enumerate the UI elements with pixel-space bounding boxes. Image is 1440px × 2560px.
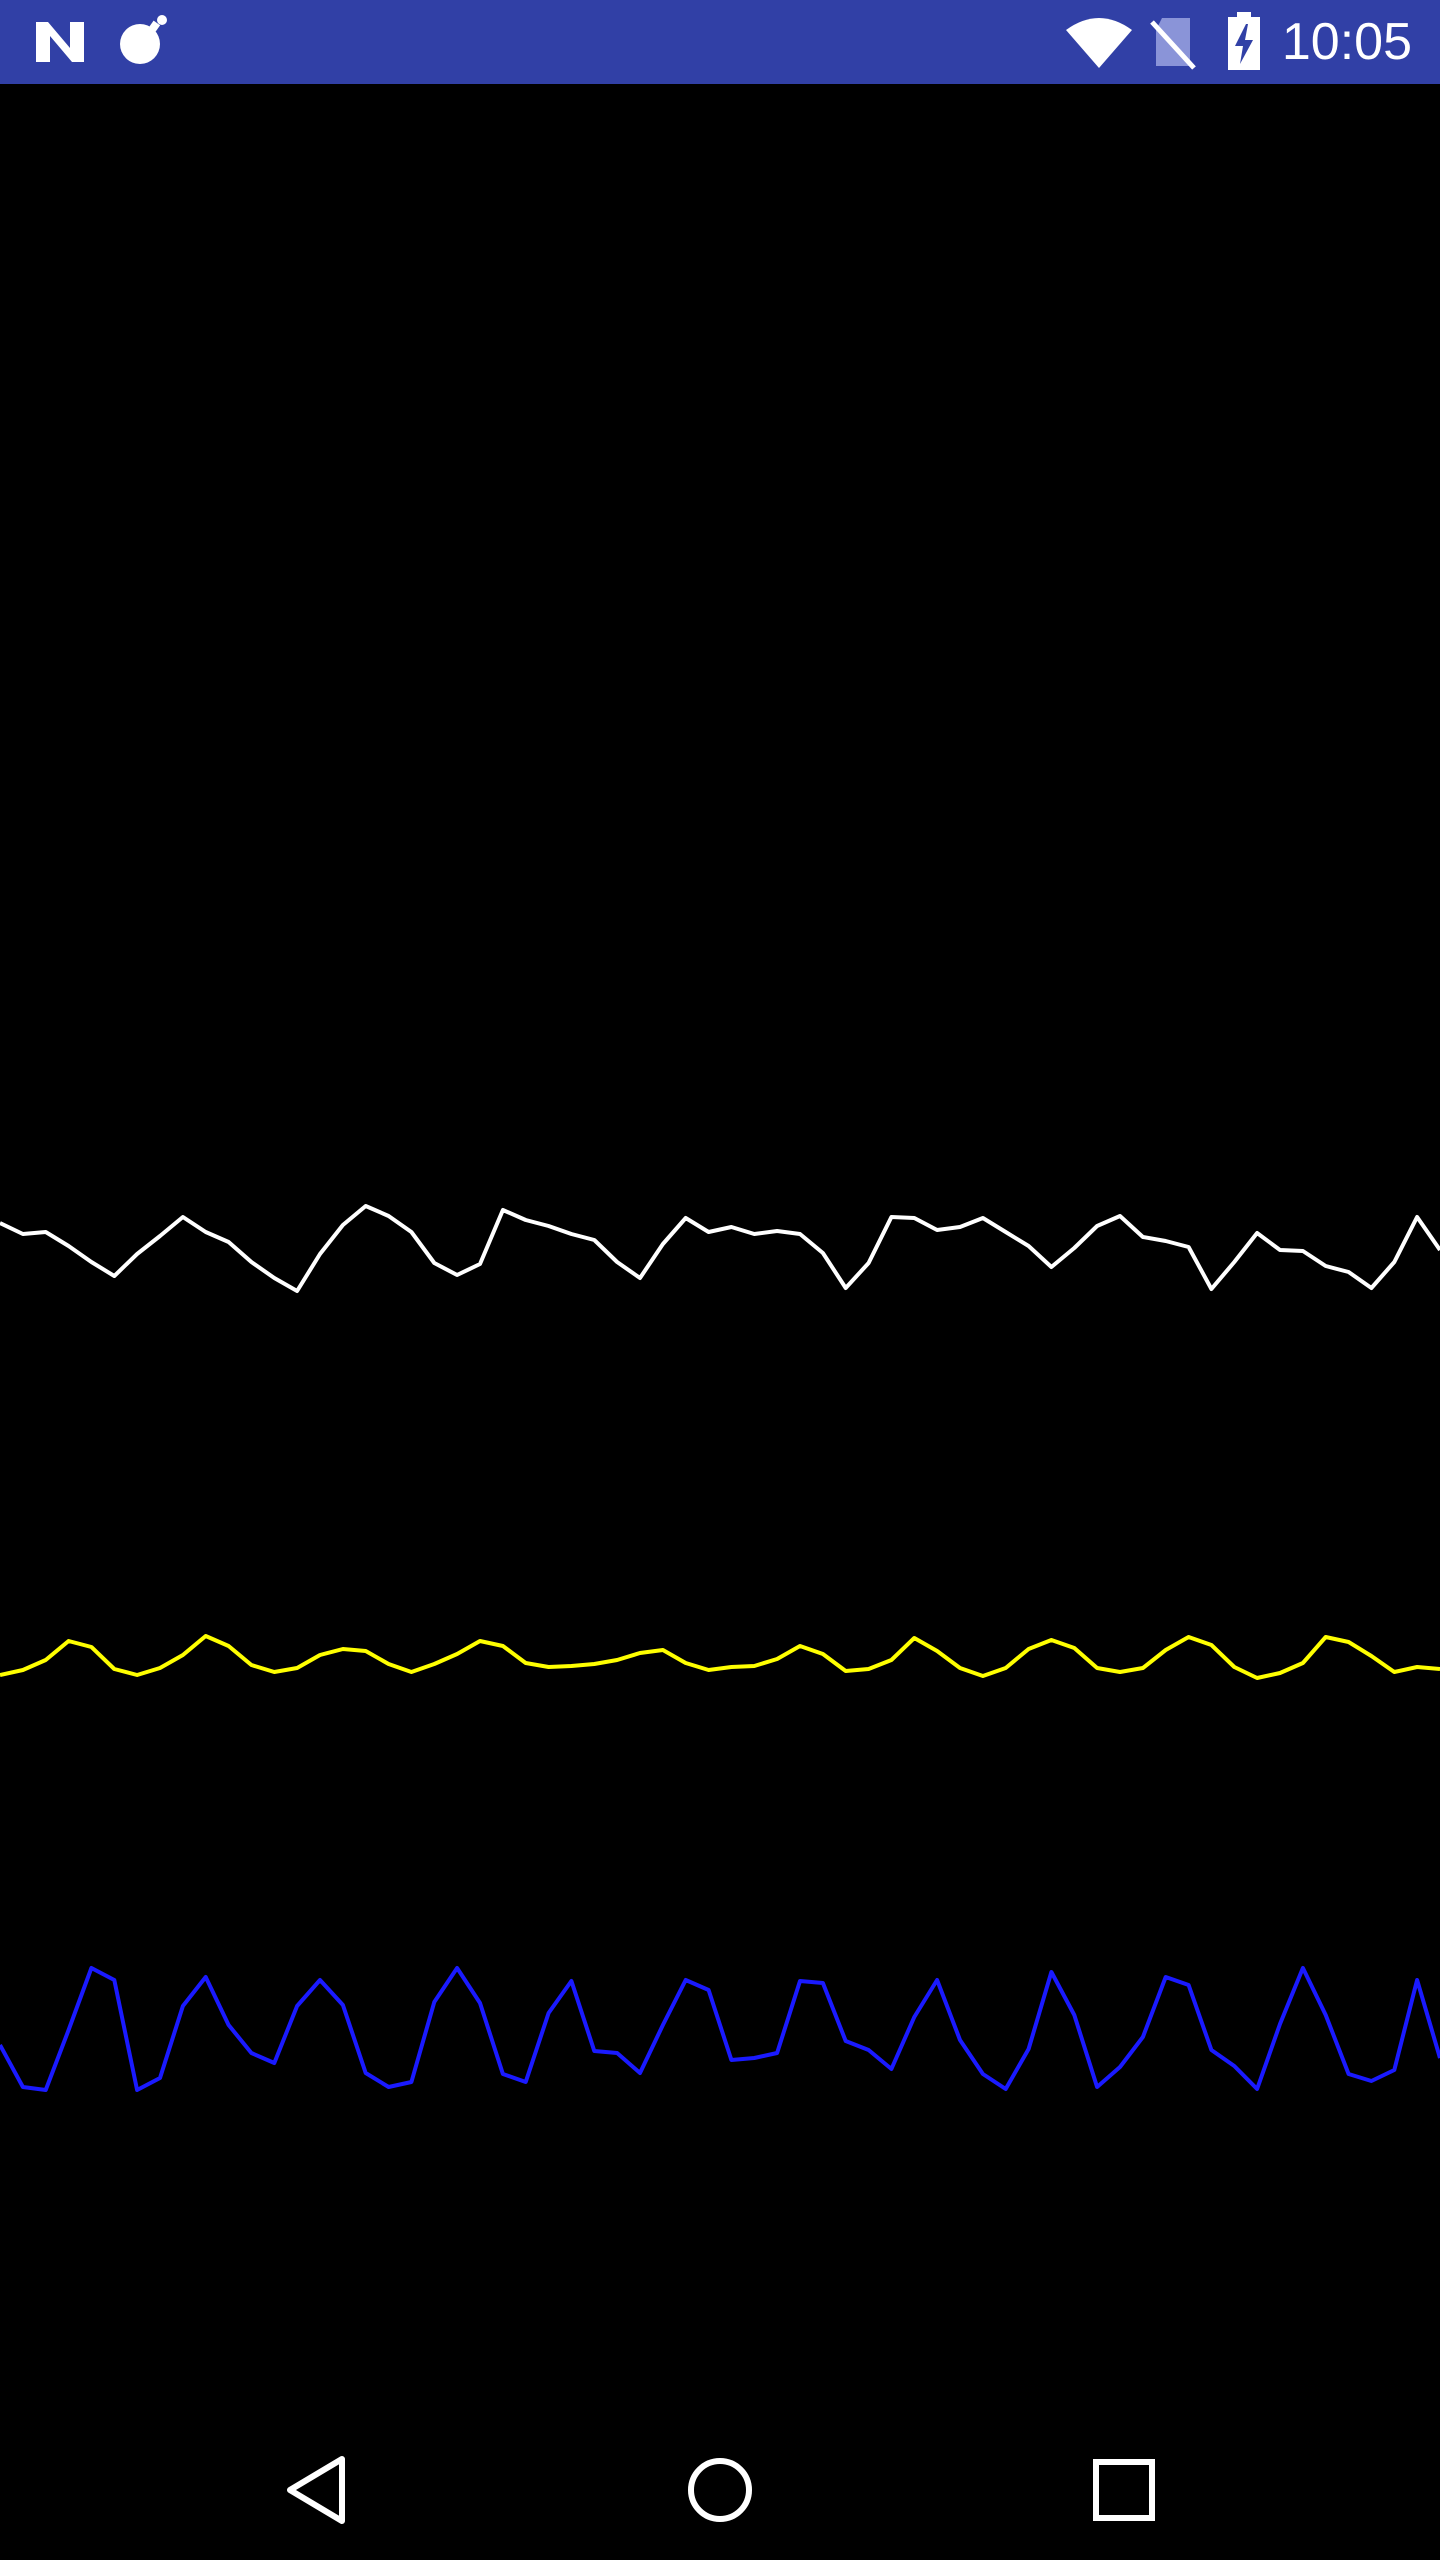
status-clock: 10:05 [1281,13,1412,71]
sensor-waveform-chart [0,1204,1440,2092]
back-icon [287,2456,345,2524]
waveform-series-white [0,1204,1440,1293]
status-bar: 10:05 [0,0,1440,84]
no-sim-icon [1150,18,1196,70]
waveform-series-blue [0,1966,1440,2092]
home-button[interactable] [660,2440,780,2540]
battery-charging-icon [1228,12,1260,70]
home-icon [688,2458,752,2522]
bomb-icon [120,15,167,64]
waveform-series-yellow [0,1634,1440,1680]
recents-button[interactable] [1064,2440,1184,2540]
navigation-bar [0,2420,1440,2560]
wifi-icon [1066,18,1132,68]
recents-icon [1093,2459,1155,2521]
n-logo-icon [36,22,84,62]
back-button[interactable] [256,2440,376,2540]
